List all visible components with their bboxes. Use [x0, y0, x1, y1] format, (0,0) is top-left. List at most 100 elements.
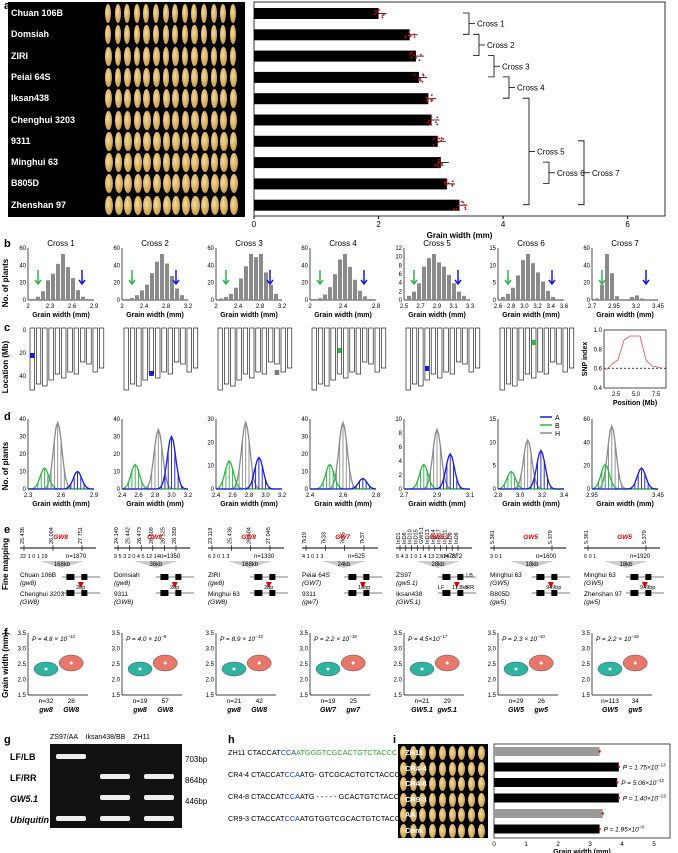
- rice-grain: [172, 25, 178, 44]
- p-value: P = 4.0 × 10−9: [126, 634, 167, 643]
- n-label: 42: [256, 698, 264, 705]
- histogram-bar: [447, 275, 451, 300]
- rice-grain: [163, 174, 171, 193]
- rice-grain: [115, 4, 121, 23]
- median-dot: [327, 668, 330, 671]
- y-tick-label: 60: [207, 246, 214, 252]
- histogram-bar: [51, 274, 55, 300]
- rice-grain: [134, 47, 141, 66]
- legend-label: H: [555, 431, 560, 438]
- gel-size-1: 703bp: [185, 749, 207, 770]
- blue-arrow: [79, 270, 85, 284]
- y-tick-label: 2.5: [488, 662, 497, 668]
- histogram-bar: [605, 254, 609, 300]
- data-point: [438, 162, 440, 164]
- x-tick-label: 2.4: [212, 493, 221, 499]
- histogram-bar: [536, 272, 540, 300]
- y-axis-label: Fine mapping: [1, 538, 10, 590]
- histogram-bar: [125, 299, 129, 300]
- histogram-bar: [437, 262, 441, 300]
- data-point: [431, 116, 433, 118]
- parent-bottom-genotype: (gw5): [584, 599, 600, 606]
- rice-grain: [115, 196, 123, 215]
- chromosome: [124, 328, 129, 390]
- y-tick-label: 15: [489, 246, 496, 252]
- y-tick-label: 2.0: [582, 678, 591, 684]
- chromosome: [149, 328, 154, 374]
- x-tick-label: 2.8: [162, 304, 171, 310]
- histogram-bar: [244, 266, 248, 300]
- y-tick-label: 3.5: [18, 631, 27, 637]
- rice-grain: [172, 132, 180, 151]
- x-tick-label: 3.2: [533, 304, 542, 310]
- histogram-bar: [46, 280, 50, 300]
- interval-kb: 36kb: [149, 562, 163, 568]
- marker-label: InD6: [454, 532, 460, 544]
- median-dot: [421, 668, 424, 671]
- median-dot: [540, 662, 543, 665]
- green-arrow: [317, 270, 323, 284]
- chromosome: [68, 328, 73, 372]
- population-n: n=1870: [66, 554, 87, 560]
- y-tick-label: 10: [489, 263, 496, 269]
- y-tick-label: 2.5: [206, 662, 215, 668]
- rice-grain: [201, 68, 208, 87]
- rice-grain: [163, 111, 170, 130]
- data-point: [408, 31, 410, 33]
- data-point: [422, 73, 424, 75]
- rice-grain: [429, 824, 436, 838]
- y-tick-label: 6: [399, 445, 403, 451]
- histogram-bar: [442, 267, 446, 300]
- rice-grain: [143, 111, 150, 130]
- genotype-label: gw5: [533, 707, 548, 714]
- rice-grain: [182, 132, 190, 151]
- data-point: [598, 828, 600, 830]
- data-point: [426, 97, 428, 99]
- exon: [66, 590, 74, 596]
- histogram-bar: [41, 291, 45, 300]
- exon: [363, 574, 369, 580]
- sequence-segment: CCA: [285, 792, 300, 801]
- y-tick-label: 3.5: [582, 631, 591, 637]
- n-label: 25: [350, 698, 358, 705]
- snp-x-tick: 5.0: [632, 392, 641, 398]
- rice-grain: [211, 4, 217, 23]
- data-point: [404, 37, 406, 39]
- gel-size-2: 864bp: [185, 770, 207, 791]
- rice-grain: [172, 4, 178, 23]
- data-point: [437, 136, 439, 138]
- variety-label: ZIRI: [11, 51, 28, 61]
- histogram-bar: [368, 299, 372, 300]
- marker-label: 27.751: [78, 527, 84, 544]
- primer-lb: LB: [466, 573, 473, 579]
- chromosome: [450, 328, 455, 374]
- histogram-bar: [600, 285, 604, 300]
- gel-image: [50, 744, 182, 828]
- data-point: [458, 204, 460, 206]
- blue-arrow: [361, 270, 367, 284]
- y-tick-label: 20: [19, 351, 26, 357]
- rice-grain: [449, 793, 456, 807]
- snp-y-tick: 0.4: [594, 386, 603, 392]
- x-tick-label: 4: [501, 220, 506, 229]
- chromosome: [406, 328, 411, 390]
- variety-label: Chuan 106B: [11, 8, 63, 18]
- gel-band: [144, 774, 174, 779]
- x-tick-label: 3.1: [466, 493, 475, 499]
- rice-grain: [458, 808, 465, 822]
- parent-bottom: 9311: [114, 591, 128, 598]
- rice-grain: [153, 68, 160, 87]
- data-point: [422, 81, 424, 83]
- chromosome: [325, 328, 330, 386]
- rice-grain: [105, 132, 113, 151]
- parent-top: Chuan 106B: [20, 572, 56, 579]
- chromosome: [62, 328, 67, 378]
- p-value: P = 5.06×10−12: [621, 778, 664, 787]
- chromosome: [137, 328, 142, 386]
- population-n: n=1600: [536, 554, 557, 560]
- legend-label: B: [555, 423, 560, 430]
- gene-label: GW8: [147, 534, 162, 541]
- x-tick-label: 3: [588, 841, 592, 848]
- y-tick-label: 60: [113, 246, 120, 252]
- rice-grain: [220, 25, 226, 44]
